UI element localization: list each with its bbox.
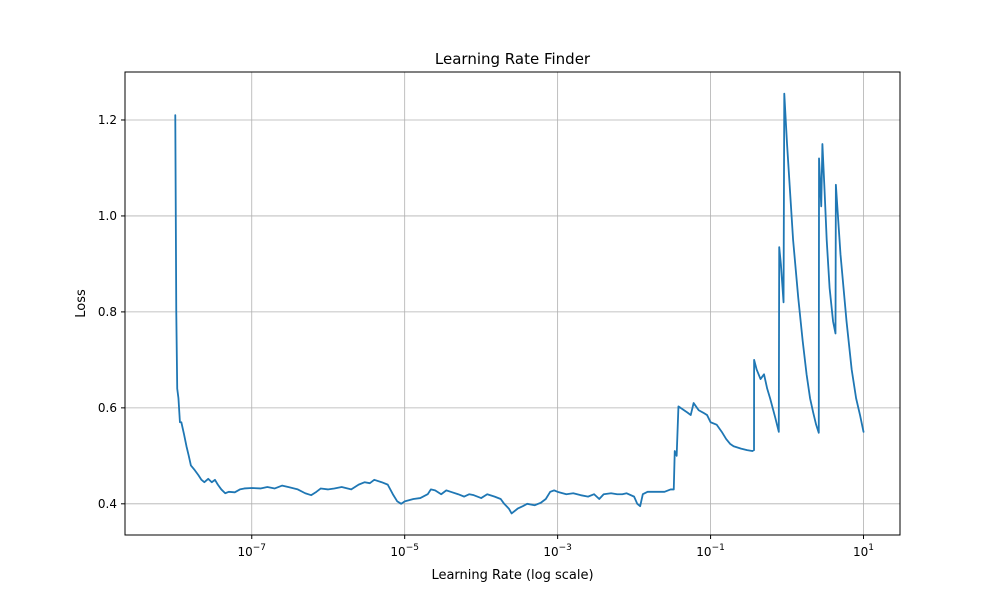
x-tick-label-base: 10 [390,545,405,559]
y-axis-label: Loss [74,289,89,318]
x-tick-label: 10−3 [543,543,572,559]
plot-frame [124,71,901,536]
x-tick-label: 10−5 [390,543,419,559]
grid-layer [125,72,900,535]
loss-series-line [174,92,865,515]
series-layer [174,92,865,515]
x-tick-label: 10−1 [696,543,725,559]
x-tick-label: 101 [853,543,874,559]
y-tick-label: 0.6 [98,401,117,415]
y-axis-ticks: 0.4 0.6 0.8 1.0 1.2 [98,113,125,511]
x-axis-ticks: 10−7 10−5 10−3 10−1 101 [237,535,874,559]
x-tick-label-exponent: −7 [253,543,266,553]
y-tick-label: 1.2 [98,113,117,127]
x-tick-label-base: 10 [237,545,252,559]
x-tick-label: 10−7 [237,543,266,559]
x-tick-label-base: 10 [853,545,868,559]
y-tick-label: 0.4 [98,497,117,511]
x-tick-label-exponent: −3 [559,543,572,553]
x-tick-label-base: 10 [543,545,558,559]
x-tick-label-exponent: −5 [406,543,419,553]
x-tick-label-exponent: 1 [868,543,874,553]
chart-title: Learning Rate Finder [435,50,591,68]
x-tick-label-exponent: −1 [712,543,725,553]
y-tick-label: 0.8 [98,305,117,319]
y-tick-label: 1.0 [98,209,117,223]
x-tick-label-base: 10 [696,545,711,559]
x-axis-label: Learning Rate (log scale) [431,568,593,583]
